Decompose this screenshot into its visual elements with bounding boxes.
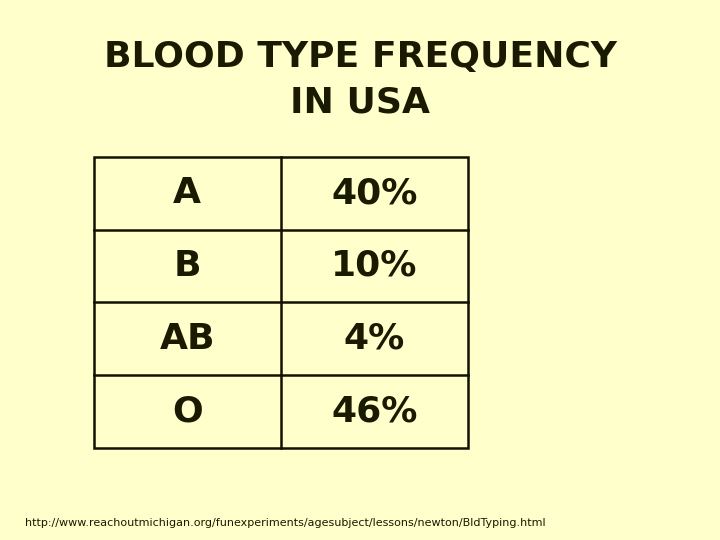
Text: A: A bbox=[174, 176, 201, 210]
Text: AB: AB bbox=[159, 322, 215, 356]
Text: http://www.reachoutmichigan.org/funexperiments/agesubject/lessons/newton/BldTypi: http://www.reachoutmichigan.org/funexper… bbox=[25, 518, 546, 528]
Text: 40%: 40% bbox=[331, 176, 418, 210]
Bar bbox=[94, 157, 468, 448]
Text: BLOOD TYPE FREQUENCY: BLOOD TYPE FREQUENCY bbox=[104, 40, 616, 73]
Text: 4%: 4% bbox=[343, 322, 405, 356]
Text: IN USA: IN USA bbox=[290, 86, 430, 119]
Text: B: B bbox=[174, 249, 201, 283]
Text: 46%: 46% bbox=[331, 395, 418, 429]
Text: O: O bbox=[172, 395, 202, 429]
Text: 10%: 10% bbox=[331, 249, 418, 283]
